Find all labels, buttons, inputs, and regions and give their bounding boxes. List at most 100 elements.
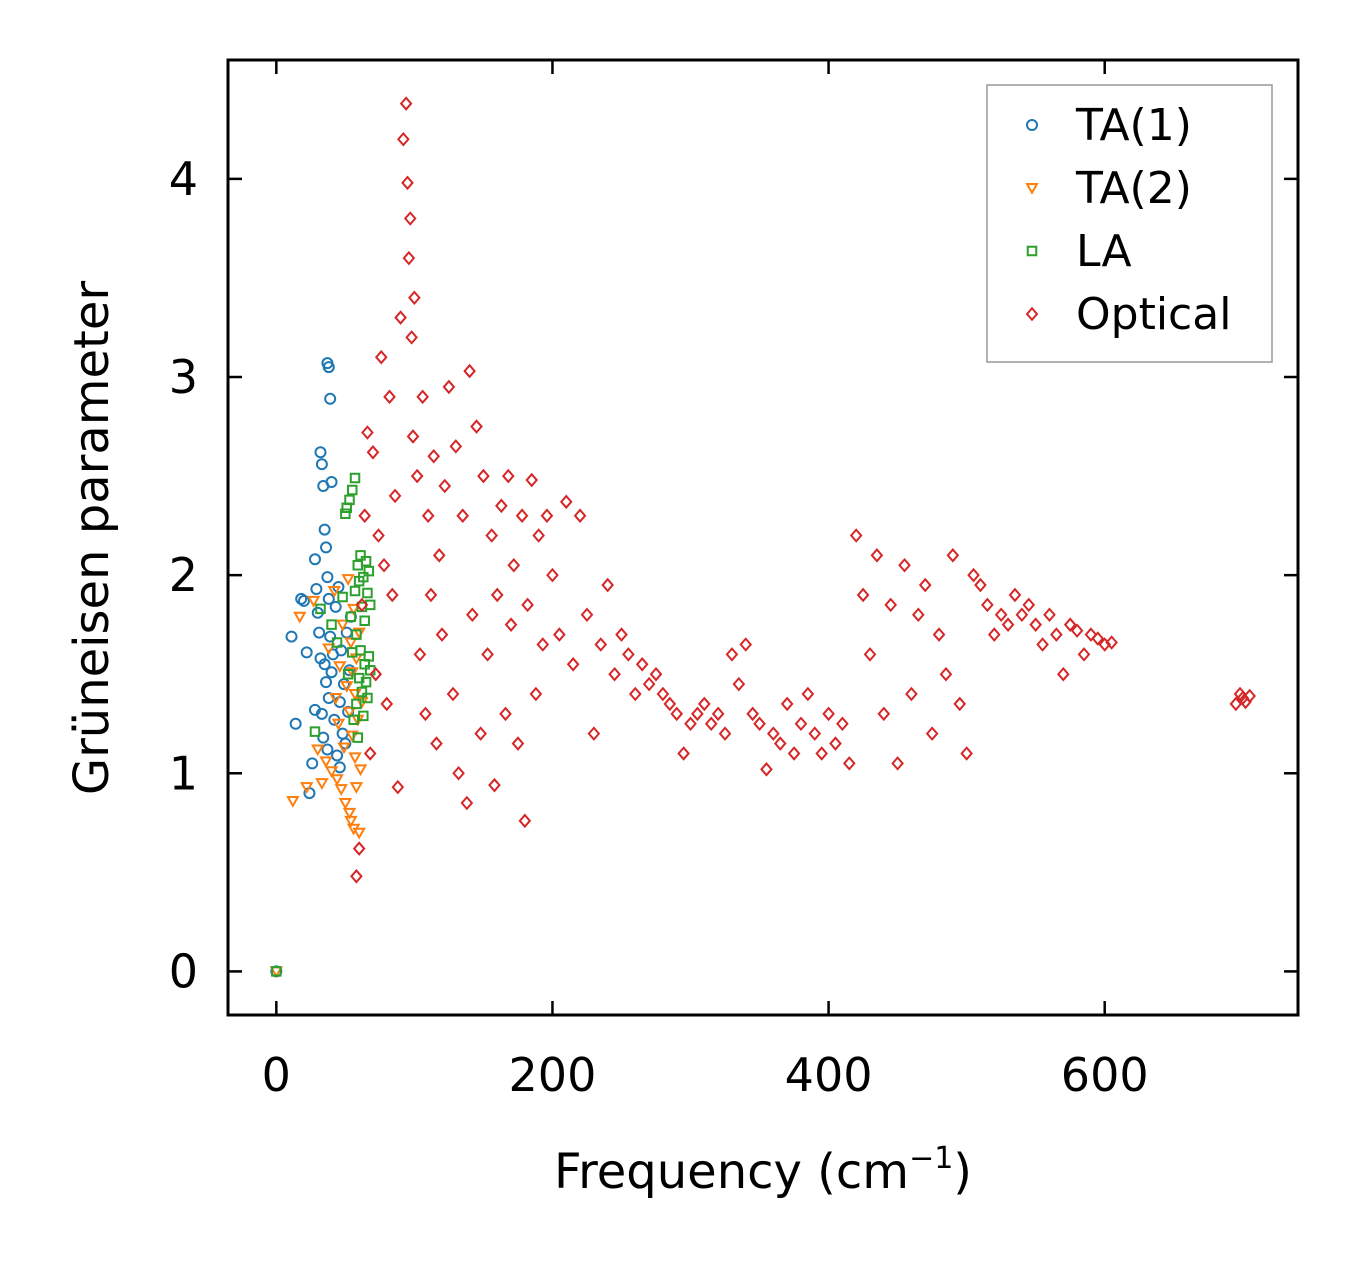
ta-2-point xyxy=(335,619,350,632)
optical-point xyxy=(842,756,856,771)
ta-2-point xyxy=(322,643,336,656)
ta-2-point xyxy=(340,681,354,693)
optical-point xyxy=(642,676,656,692)
ta-1-point xyxy=(325,666,338,679)
optical-point xyxy=(355,597,369,613)
optical-point xyxy=(767,726,780,741)
legend-label-la: LA xyxy=(1076,226,1132,277)
optical-point xyxy=(432,548,446,563)
optical-point xyxy=(753,716,766,732)
ta-2-point xyxy=(352,627,366,640)
la-point xyxy=(353,672,365,684)
ta-1-point xyxy=(321,743,334,756)
optical-point xyxy=(358,508,372,523)
optical-point xyxy=(891,756,904,771)
optical-point xyxy=(427,448,441,464)
optical-point xyxy=(499,706,512,722)
x-tick-label: 600 xyxy=(1061,1048,1149,1102)
legend-items: TA(1) TA(2) LA Optical xyxy=(1025,100,1231,340)
la-point xyxy=(347,484,358,496)
optical-point xyxy=(877,706,891,722)
la-point xyxy=(340,508,351,519)
optical-point xyxy=(466,607,479,623)
ta-2-point xyxy=(345,730,359,743)
optical-point xyxy=(408,290,421,306)
optical-point xyxy=(488,777,501,793)
ta-2-point xyxy=(333,661,347,674)
y-tick-label: 3 xyxy=(169,350,198,404)
la-point xyxy=(326,619,337,630)
optical-point xyxy=(399,96,413,111)
la-point xyxy=(309,726,321,737)
optical-point xyxy=(566,657,580,672)
la-point xyxy=(353,575,365,587)
ta-1-point xyxy=(315,458,328,471)
optical-point xyxy=(615,627,628,642)
optical-point xyxy=(656,686,670,702)
optical-point xyxy=(677,746,690,761)
optical-point xyxy=(377,557,391,573)
ta-2-point xyxy=(293,611,307,624)
optical-point xyxy=(481,647,494,662)
la-point xyxy=(315,603,326,615)
ta-2-point xyxy=(342,807,357,820)
optical-point xyxy=(1105,635,1118,650)
la-point xyxy=(360,676,372,688)
ta-1-point xyxy=(320,541,333,554)
optical-point xyxy=(397,131,410,147)
optical-point xyxy=(380,696,394,712)
ta-2-point xyxy=(330,774,344,786)
optical-point xyxy=(994,607,1008,623)
optical-point xyxy=(401,175,414,191)
optical-point xyxy=(515,508,529,523)
ta-1-point xyxy=(324,630,337,643)
optical-point xyxy=(905,686,918,702)
optical-point xyxy=(1022,597,1036,613)
la-point xyxy=(344,494,355,506)
optical-point xyxy=(628,686,642,702)
x-axis-label-close: ) xyxy=(953,1144,972,1200)
ta-2-point xyxy=(315,778,329,790)
optical-point xyxy=(504,617,518,632)
y-tick-label: 2 xyxy=(169,548,198,602)
optical-point xyxy=(773,736,787,751)
optical-point xyxy=(529,686,543,702)
la-point xyxy=(337,591,348,603)
optical-point xyxy=(403,211,417,226)
ta-1-point xyxy=(289,717,302,730)
optical-point xyxy=(718,726,732,741)
ta-2-point xyxy=(286,796,300,808)
optical-point xyxy=(987,627,1001,642)
optical-point xyxy=(410,468,424,484)
ta-1-point xyxy=(318,523,331,536)
optical-point xyxy=(388,488,402,504)
optical-point xyxy=(863,647,877,662)
legend-marker-la xyxy=(1026,245,1038,257)
optical-point xyxy=(808,726,822,741)
optical-point xyxy=(1077,647,1091,662)
optical-point xyxy=(704,716,718,732)
optical-point xyxy=(369,666,383,682)
optical-point xyxy=(490,587,504,603)
y-tick-label: 0 xyxy=(169,944,198,998)
ta-2-point xyxy=(352,827,366,840)
optical-point xyxy=(416,389,429,405)
optical-point xyxy=(1056,666,1070,682)
optical-point xyxy=(402,250,416,266)
optical-point xyxy=(1043,607,1056,623)
plot-frame xyxy=(226,58,1300,1017)
la-point xyxy=(363,651,375,662)
la-point xyxy=(342,668,354,680)
ta-2-point xyxy=(349,782,364,794)
ta-1-point xyxy=(314,446,327,459)
optical-point xyxy=(1063,617,1077,632)
ta-1-point xyxy=(310,583,323,596)
optical-point xyxy=(521,597,534,613)
optical-point xyxy=(829,736,842,751)
la-point xyxy=(345,611,357,623)
optical-point xyxy=(374,349,388,365)
optical-point xyxy=(601,577,615,593)
ta-1-point xyxy=(336,727,349,740)
optical-point xyxy=(967,567,980,583)
